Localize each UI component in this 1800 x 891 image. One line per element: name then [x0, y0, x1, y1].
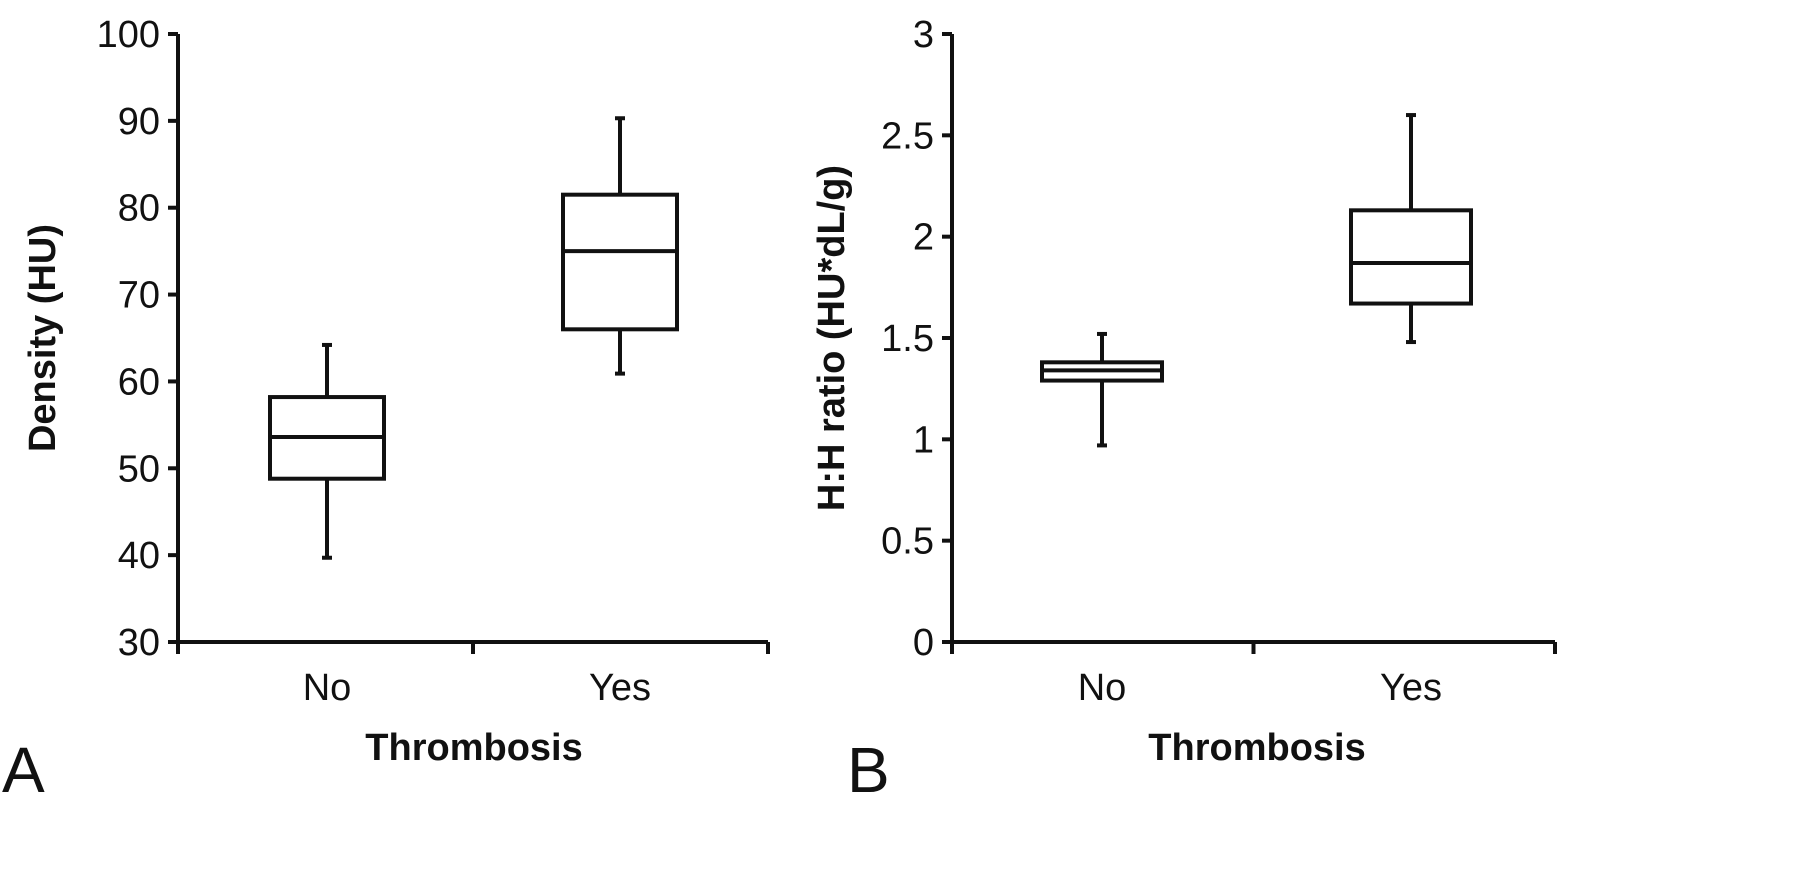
x-category-label: No — [303, 667, 352, 709]
panel-label: A — [2, 734, 45, 806]
y-tick-label: 60 — [118, 361, 160, 403]
y-axis-title: H:H ratio (HU*dL/g) — [811, 165, 853, 511]
y-tick-label: 2.5 — [881, 115, 934, 157]
y-tick-label: 2 — [913, 217, 934, 259]
box-iqr — [1349, 208, 1473, 306]
y-tick-label: 0 — [913, 622, 934, 664]
x-axis-title: Thrombosis — [365, 727, 582, 769]
x-category-label: Yes — [589, 667, 651, 709]
x-category-label: No — [1078, 667, 1127, 709]
box-yes — [561, 116, 679, 376]
x-axis-title: Thrombosis — [1148, 727, 1365, 769]
box-no — [268, 342, 386, 560]
box-no — [1040, 331, 1164, 448]
y-tick-label: 3 — [913, 14, 934, 56]
y-tick-label: 50 — [118, 448, 160, 490]
box-yes — [1349, 113, 1473, 345]
y-axis-title: Density (HU) — [22, 224, 64, 452]
y-tick-label: 30 — [118, 622, 160, 664]
y-tick-label: 90 — [118, 101, 160, 143]
y-tick-label: 100 — [97, 14, 160, 56]
y-tick-label: 40 — [118, 535, 160, 577]
box-iqr — [561, 192, 679, 332]
y-tick-label: 80 — [118, 188, 160, 230]
panel-label: B — [847, 734, 890, 806]
y-tick-label: 70 — [118, 275, 160, 317]
x-category-label: Yes — [1380, 667, 1442, 709]
y-tick-label: 0.5 — [881, 521, 934, 563]
y-tick-label: 1 — [913, 419, 934, 461]
panel-b-hh-ratio-chart: 0 0.5 1 1.5 2 2.5 3 No Yes Thrombosis H:H ratio (H… — [811, 14, 1557, 806]
y-tick-label: 1.5 — [881, 318, 934, 360]
